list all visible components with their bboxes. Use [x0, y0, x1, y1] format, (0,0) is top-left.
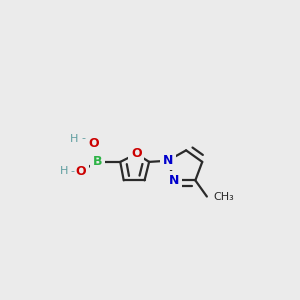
Text: H: H — [70, 134, 79, 144]
Text: B: B — [92, 155, 102, 168]
Text: H: H — [59, 166, 68, 176]
Text: CH₃: CH₃ — [214, 191, 235, 202]
Text: N: N — [162, 154, 173, 167]
Text: O: O — [76, 165, 86, 178]
Text: -: - — [81, 133, 85, 143]
Text: N: N — [169, 174, 180, 187]
Text: O: O — [131, 147, 142, 160]
Text: O: O — [88, 137, 99, 150]
Text: -: - — [70, 166, 74, 176]
